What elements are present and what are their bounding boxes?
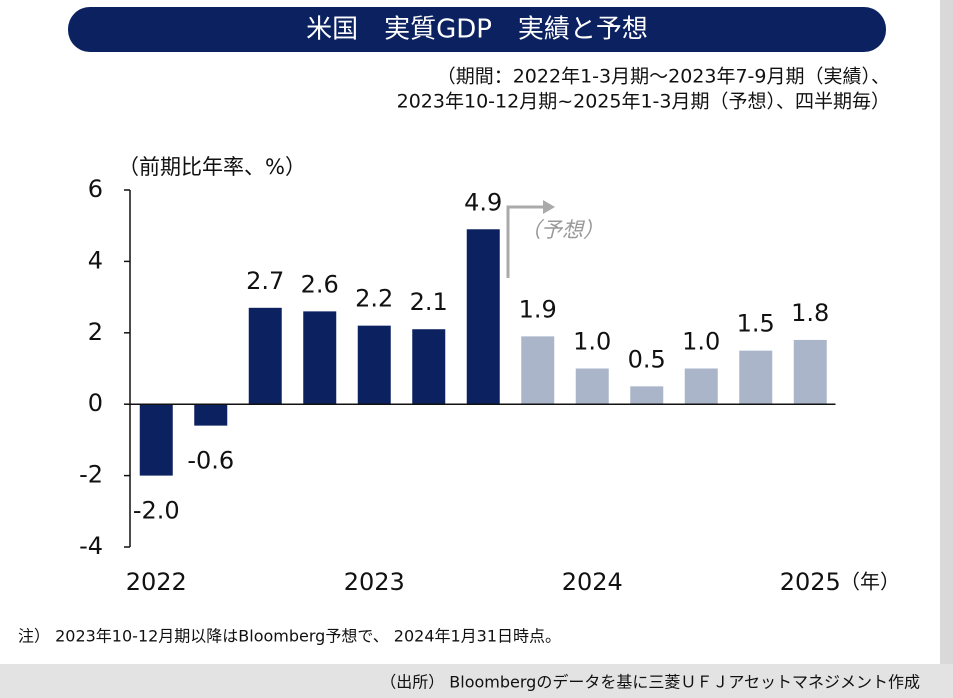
- bar: [630, 386, 664, 405]
- x-tick-label: 2023: [344, 568, 405, 596]
- bar: [412, 329, 446, 405]
- bar: [793, 339, 827, 405]
- subtitle: 2023年10-12月期~2025年1-3月期（予想）、四半期毎）: [397, 91, 890, 113]
- data-label: 1.5: [737, 310, 775, 338]
- footer-band: [0, 664, 953, 698]
- y-tick-label: 4: [88, 246, 103, 274]
- bar: [739, 350, 773, 405]
- annotation: （予想）: [520, 218, 604, 242]
- data-label: 2.6: [301, 270, 339, 298]
- bar: [248, 307, 282, 405]
- forecast-arrow: [506, 205, 545, 278]
- bar: [139, 404, 173, 476]
- data-label: 1.8: [791, 299, 829, 327]
- data-label: 2.7: [246, 267, 284, 295]
- bar: [357, 325, 391, 405]
- title-banner: [68, 7, 886, 52]
- data-label: -2.0: [133, 497, 180, 525]
- x-axis-label: （年）: [840, 570, 900, 594]
- x-tick-label: 2022: [126, 568, 187, 596]
- data-label: 1.0: [682, 328, 720, 356]
- y-tick-label: 0: [88, 389, 103, 417]
- y-tick-label: 2: [88, 318, 103, 346]
- bar: [575, 368, 609, 405]
- data-label: 1.0: [573, 328, 611, 356]
- y-tick-label: -4: [79, 532, 103, 560]
- note: 注） 2023年10-12月期以降はBloomberg予想で、 2024年1月3…: [18, 627, 561, 646]
- source: （出所） Bloombergのデータを基に三菱ＵＦＪアセットマネジメント作成: [380, 673, 920, 692]
- y-tick-label: 6: [88, 175, 103, 203]
- bar: [303, 311, 337, 405]
- bar: [194, 404, 228, 426]
- bar: [521, 336, 555, 405]
- data-label: 0.5: [628, 345, 666, 373]
- y-axis-label: （前期比年率、%）: [118, 155, 306, 179]
- data-label: 2.2: [355, 285, 393, 313]
- data-label: -0.6: [187, 447, 234, 475]
- bar: [466, 229, 500, 405]
- data-label: 4.9: [464, 188, 502, 216]
- data-label: 1.9: [519, 295, 557, 323]
- data-label: 2.1: [410, 288, 448, 316]
- arrow-head: [543, 200, 555, 214]
- subtitle: （期間：2022年1-3月期〜2023年7-9月期（実績）、: [437, 66, 890, 88]
- x-tick-label: 2025: [780, 568, 841, 596]
- y-tick-label: -2: [79, 461, 103, 489]
- side-strip: [940, 0, 953, 698]
- bar: [684, 368, 718, 405]
- chart-title: 米国 実質GDP 実績と予想: [306, 15, 648, 45]
- x-tick-label: 2024: [562, 568, 623, 596]
